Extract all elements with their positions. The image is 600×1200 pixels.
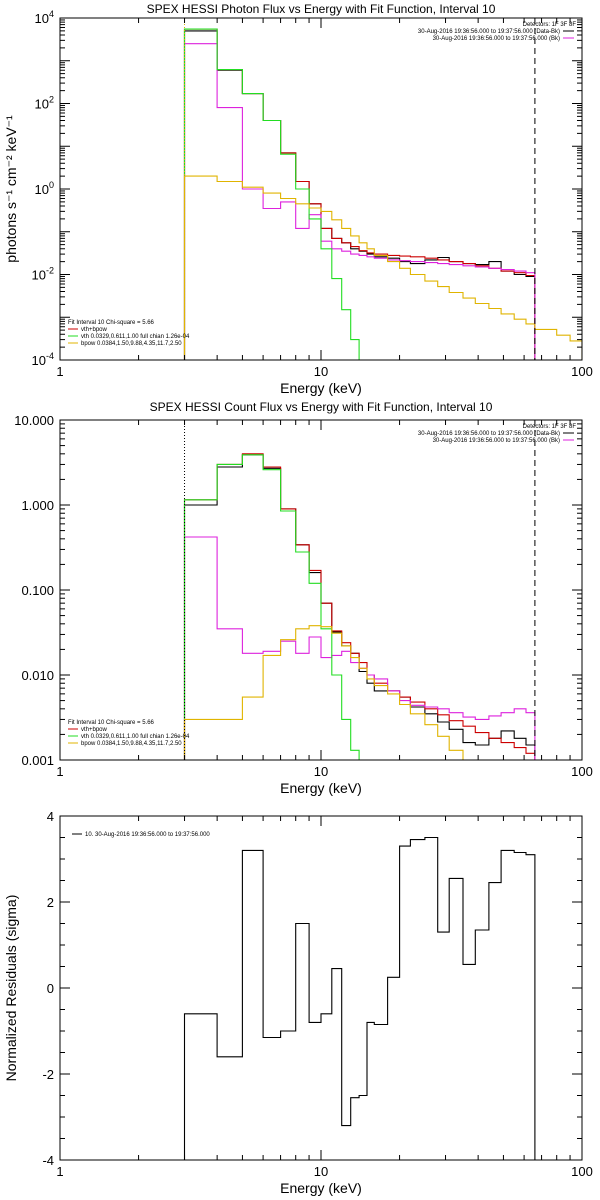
x-tick-label: 10 (314, 1164, 328, 1179)
series-bk-line (183, 43, 536, 360)
series-bpow-line (183, 175, 582, 360)
y-tick-base: 10 (35, 11, 49, 26)
legend-entry-label: 10. 30-Aug-2016 19:36:56.000 to 19:37:56… (85, 832, 210, 838)
series-group (183, 836, 536, 1160)
y-tick-label: 100 (35, 180, 54, 197)
y-tick-label: 10-2 (32, 266, 54, 283)
y-axis-label: Normalized Residuals (sigma) (3, 895, 19, 1082)
series-10-30-aug-2016-19-36-56-000-to-19-37-56-000-line (183, 836, 536, 1160)
legend-entry-label: 30-Aug-2016 19:36:56.000 to 19:37:56.000… (433, 36, 560, 42)
x-axis-label: Energy (keV) (280, 380, 362, 396)
series-vth-line (183, 28, 389, 360)
series-data-bk-line (183, 454, 536, 760)
y-tick-label: -2 (42, 1067, 54, 1082)
plot-frame (59, 815, 583, 1161)
series-data-bk-line (183, 30, 536, 360)
x-tick-label: 1 (56, 764, 63, 779)
chart-title: SPEX HESSI Count Flux vs Energy with Fit… (150, 400, 493, 414)
x-tick-label: 10 (314, 764, 328, 779)
y-tick-label: 10-4 (32, 351, 54, 368)
x-tick-label: 100 (571, 364, 593, 379)
y-tick-label: -4 (42, 1153, 54, 1168)
series-bk-line (183, 536, 536, 760)
y-tick-exponent: 4 (49, 9, 54, 19)
legend-header: Detectors: 1F 3F 8F (523, 22, 577, 28)
fit-legend-header: Fit Interval 10 Chi-square = 5.66 (68, 320, 155, 326)
series-group (183, 453, 536, 760)
fit-legend-label: vth 0.0329,0.611,1.00 full chian 1.26e-0… (81, 334, 190, 340)
y-tick-exponent: -2 (46, 266, 54, 276)
y-tick-base: 10 (35, 182, 49, 197)
y-tick-exponent: 0 (49, 180, 54, 190)
fit-legend-label: vth+bpow (81, 327, 108, 333)
y-axis-label: photons s⁻¹ cm⁻² keV⁻¹ (3, 115, 19, 263)
y-tick-label: 0 (47, 981, 54, 996)
series-group (183, 28, 582, 360)
legend-entry-label: 30-Aug-2016 19:36:56.000 to 19:37:56.000… (418, 29, 560, 35)
y-tick-label: 102 (35, 95, 54, 112)
y-tick-base: 10 (32, 353, 46, 368)
fit-legend-header: Fit Interval 10 Chi-square = 5.66 (68, 720, 155, 726)
y-tick-label: 104 (35, 9, 54, 26)
y-tick-label: 0.001 (21, 753, 54, 768)
photon-panel: SPEX HESSI Photon Flux vs Energy with Fi… (3, 2, 593, 396)
y-tick-label: 0.010 (21, 668, 54, 683)
chart-title: SPEX HESSI Photon Flux vs Energy with Fi… (147, 2, 496, 16)
fit-legend-label: bpow 0.0384,1.50,9.88,4.35,11.7,2.50 (81, 741, 182, 747)
y-tick-label: 10.000 (14, 413, 54, 428)
y-tick-label: 2 (47, 895, 54, 910)
x-axis-label: Energy (keV) (280, 1180, 362, 1196)
legend-entry-label: 30-Aug-2016 19:36:56.000 to 19:37:56.000… (418, 431, 560, 437)
plot-frame (59, 17, 583, 361)
y-tick-label: 4 (47, 809, 54, 824)
y-tick-base: 10 (32, 268, 46, 283)
x-axis-label: Energy (keV) (280, 780, 362, 796)
x-tick-label: 1 (56, 1164, 63, 1179)
x-tick-label: 100 (571, 1164, 593, 1179)
fit-legend-label: vth 0.0329,0.611,1.00 full chian 1.26e-0… (81, 734, 190, 740)
y-tick-exponent: 2 (49, 95, 54, 105)
legend-header: Detectors: 1F 3F 8F (523, 424, 577, 430)
y-tick-base: 10 (35, 97, 49, 112)
series-bpow-line (183, 625, 490, 760)
y-tick-exponent: -4 (46, 351, 54, 361)
residual-panel: 1 10 100 Energy (keV) -4 -2 0 2 4 Normalized Resi… (3, 809, 593, 1196)
x-tick-label: 10 (314, 364, 328, 379)
y-tick-label: 1.000 (21, 498, 54, 513)
fit-legend-label: vth+bpow (81, 727, 108, 733)
y-tick-label: 0.100 (21, 583, 54, 598)
series-vth-line (183, 454, 389, 760)
series-vth-bpow-line (183, 453, 536, 760)
fit-legend-label: bpow 0.0384,1.50,9.88,4.35,11.7,2.50 (81, 341, 182, 347)
x-tick-label: 1 (56, 364, 63, 379)
series-vth-bpow-line (183, 28, 536, 360)
legend-entry-label: 30-Aug-2016 19:36:56.000 to 19:37:56.000… (433, 438, 560, 444)
x-tick-label: 100 (571, 764, 593, 779)
count-panel: SPEX HESSI Count Flux vs Energy with Fit… (14, 400, 593, 796)
